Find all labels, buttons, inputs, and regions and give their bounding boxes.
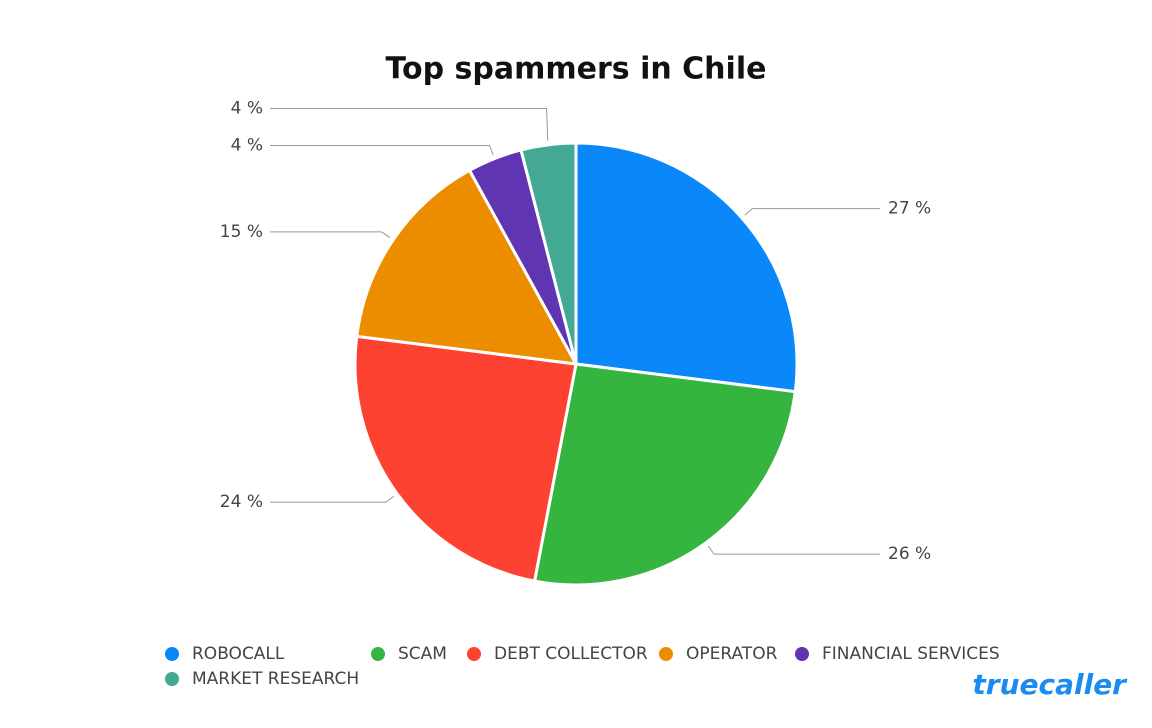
data-label: 26 % (888, 544, 931, 564)
pie-slice (353, 334, 578, 583)
legend-swatch (795, 647, 809, 661)
pie-slice (355, 168, 579, 366)
legend-swatch (659, 647, 673, 661)
data-label: 24 % (220, 492, 263, 512)
pie-slice (519, 141, 578, 365)
legend-swatch (165, 647, 179, 661)
pie-slice (574, 141, 799, 394)
legend-label: ROBOCALL (192, 644, 285, 664)
leader-line (270, 231, 391, 238)
legend-label: MARKET RESEARCH (192, 669, 359, 689)
pie-slice (532, 362, 797, 587)
leader-line (707, 545, 880, 555)
legend-label: SCAM (398, 644, 447, 664)
leader-line (270, 145, 494, 155)
leader-line (270, 108, 549, 141)
legend-swatch (165, 672, 179, 686)
leader-line (270, 495, 395, 503)
data-label: 4 % (231, 99, 263, 119)
legend-label: DEBT COLLECTOR (494, 644, 648, 664)
data-label: 27 % (888, 199, 931, 219)
brand-logo: truecaller (972, 668, 1128, 701)
chart-title: Top spammers in Chile (386, 52, 767, 87)
data-label: 15 % (220, 222, 263, 242)
legend-label: OPERATOR (686, 644, 778, 664)
legend-label: FINANCIAL SERVICES (822, 644, 1000, 664)
legend-swatch (467, 647, 481, 661)
legend-swatch (371, 647, 385, 661)
data-label: 4 % (231, 136, 263, 156)
leader-line (744, 208, 880, 216)
